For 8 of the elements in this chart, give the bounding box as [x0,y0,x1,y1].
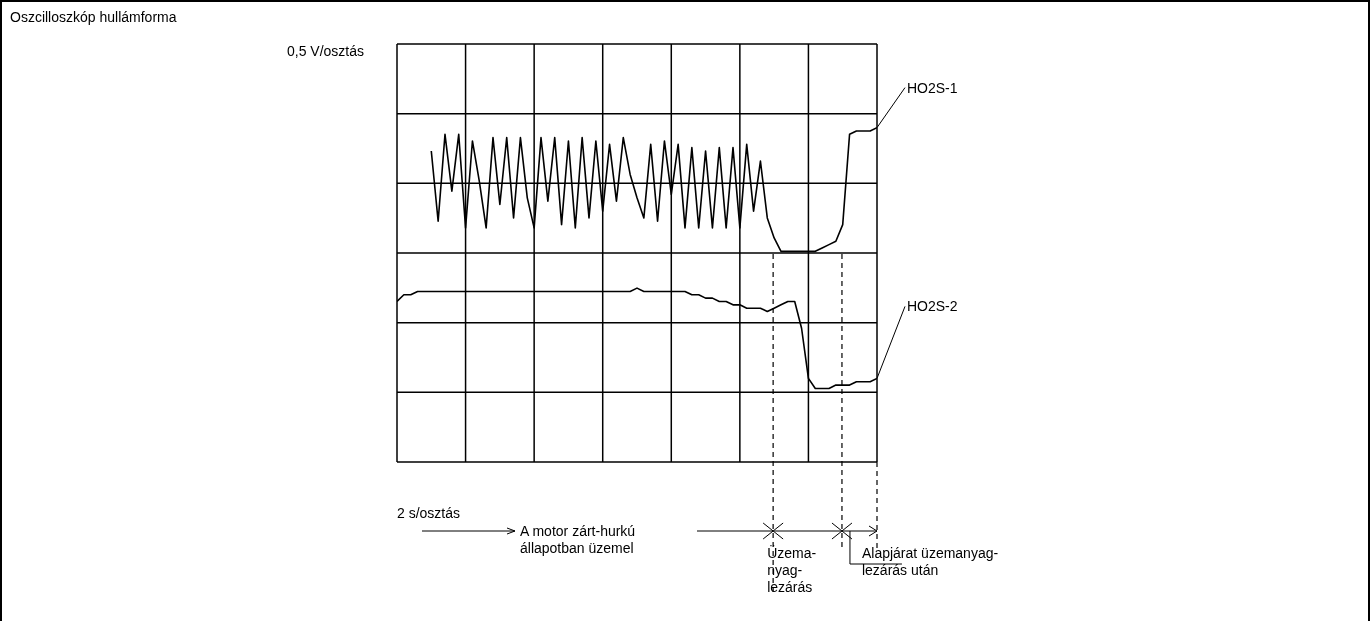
text: Üzema- nyag- lezárás [767,544,817,595]
text: Alapjárat üzemanyag- lezárás után [861,545,999,578]
text: 2 s/osztás [397,505,461,521]
text: HO2S-1 [907,79,958,96]
text: A motor zárt-hurkú állapotban üzemel [520,523,636,556]
text: Oszcilloszkóp hullámforma [10,9,177,25]
text: 0,5 V/osztás [287,43,365,59]
text: HO2S-2 [907,298,958,315]
